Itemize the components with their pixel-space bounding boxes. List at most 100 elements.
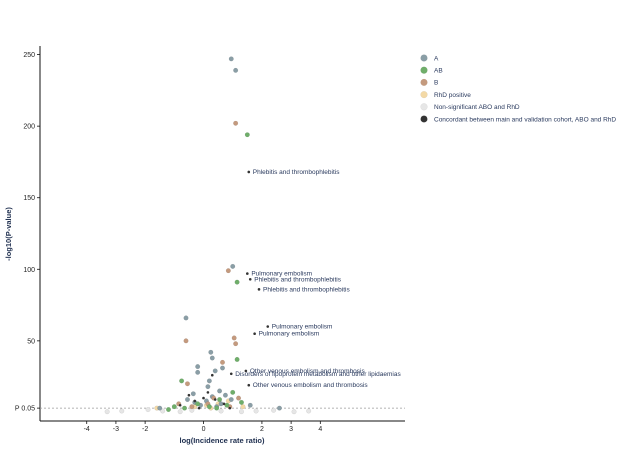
- data-point-a: [195, 369, 201, 375]
- data-point-ab: [165, 407, 171, 413]
- data-point-ab: [195, 401, 201, 407]
- data-point-ab: [224, 402, 230, 408]
- data-point-concordant-between-main-and-validation-cohort-abo-and-rhd: [202, 396, 205, 400]
- legend-label: A: [434, 55, 439, 62]
- data-point-concordant-between-main-and-validation-cohort-abo-and-rhd: [247, 383, 251, 387]
- data-point-a: [228, 56, 234, 62]
- data-point-b: [189, 404, 195, 410]
- data-point-ab: [179, 378, 185, 384]
- data-point-concordant-between-main-and-validation-cohort-abo-and-rhd: [193, 399, 197, 403]
- data-point-a: [233, 67, 239, 73]
- data-point-b: [219, 359, 225, 365]
- data-point-b: [183, 338, 189, 344]
- data-point-a: [184, 397, 190, 403]
- data-point-concordant-between-main-and-validation-cohort-abo-and-rhd: [244, 369, 248, 373]
- data-point-a: [206, 378, 212, 384]
- data-point-a: [219, 365, 225, 371]
- data-point-b: [231, 335, 237, 341]
- x-tick-label: -4: [84, 426, 90, 433]
- x-axis-title: log(Incidence rate ratio): [179, 436, 265, 445]
- data-point-non-significant-abo-and-rhd: [253, 408, 259, 414]
- x-tick-label: 0: [202, 426, 206, 433]
- data-point-non-significant-abo-and-rhd: [145, 407, 151, 413]
- point-annotation: Phlebitis and thrombophlebitis: [253, 169, 340, 176]
- legend-swatch: [420, 90, 428, 99]
- data-point-b: [236, 395, 242, 401]
- y-tick-label: P 0.05: [15, 406, 35, 413]
- data-point-b: [233, 341, 239, 347]
- data-point-ab: [230, 389, 236, 395]
- data-point-non-significant-abo-and-rhd: [218, 408, 224, 414]
- data-point-ab: [171, 404, 177, 410]
- data-point-concordant-between-main-and-validation-cohort-abo-and-rhd: [253, 332, 256, 335]
- data-point-a: [217, 388, 223, 394]
- data-points: [104, 56, 312, 415]
- y-ticks: P 0.05 50 100 150 200 250: [15, 52, 40, 413]
- y-tick-label: 100: [23, 267, 35, 274]
- data-point-ab: [234, 279, 240, 285]
- data-point-rhd-positive: [240, 404, 246, 410]
- point-annotation: Pulmonary embolism: [251, 271, 312, 278]
- legend-label: Non-significant ABO and RhD: [434, 104, 520, 111]
- data-point-concordant-between-main-and-validation-cohort-abo-and-rhd: [246, 272, 249, 275]
- legend-swatch: [420, 54, 428, 62]
- data-point-ab: [234, 356, 240, 362]
- data-point-ab: [238, 399, 244, 405]
- data-point-ab: [214, 405, 220, 411]
- legend-swatch: [420, 115, 428, 123]
- data-point-concordant-between-main-and-validation-cohort-abo-and-rhd: [210, 373, 214, 377]
- data-point-concordant-between-main-and-validation-cohort-abo-and-rhd: [178, 403, 182, 407]
- point-annotation: Pulmonary embolism: [259, 331, 320, 338]
- data-point-a: [276, 405, 282, 411]
- point-annotation: Other venous embolism and thrombosis: [253, 382, 369, 389]
- data-point-a: [205, 384, 211, 390]
- data-point-non-significant-abo-and-rhd: [119, 408, 125, 414]
- data-point-a: [212, 368, 218, 374]
- data-point-b: [233, 120, 239, 126]
- legend-label: Concordant between main and validation c…: [434, 116, 616, 123]
- data-point-a: [209, 355, 215, 361]
- legend: A AB B RhD positive Non-significant ABO and …: [420, 54, 616, 123]
- data-point-non-significant-abo-and-rhd: [104, 409, 110, 415]
- data-point-a: [218, 401, 224, 407]
- y-axis-title: -log10(P-value): [4, 207, 13, 261]
- data-point-concordant-between-main-and-validation-cohort-abo-and-rhd: [213, 398, 217, 401]
- data-point-non-significant-abo-and-rhd: [291, 409, 297, 415]
- x-tick-label: -3: [113, 426, 119, 433]
- legend-swatch: [420, 66, 428, 74]
- point-annotation: Pulmonary embolism: [272, 324, 333, 331]
- data-point-a: [247, 402, 253, 408]
- point-annotation: Phlebitis and thrombophlebitis: [263, 286, 350, 293]
- data-point-b: [184, 381, 190, 387]
- data-point-a: [222, 392, 228, 398]
- data-point-non-significant-abo-and-rhd: [306, 408, 312, 414]
- y-tick-label: 50: [27, 338, 35, 345]
- data-point-ab: [217, 397, 223, 403]
- data-point-concordant-between-main-and-validation-cohort-abo-and-rhd: [247, 170, 251, 174]
- data-point-non-significant-abo-and-rhd: [238, 409, 244, 415]
- legend-label: B: [434, 80, 438, 87]
- data-point-concordant-between-main-and-validation-cohort-abo-and-rhd: [257, 288, 261, 291]
- data-point-concordant-between-main-and-validation-cohort-abo-and-rhd: [229, 372, 233, 376]
- point-annotation: Phlebitis and thrombophlebitis: [254, 276, 341, 283]
- y-tick-label: 250: [23, 52, 35, 59]
- y-tick-label: 150: [23, 195, 35, 202]
- data-point-a: [157, 405, 163, 411]
- point-annotation: Disorders of lipoprotein metabolism and …: [235, 371, 401, 378]
- data-point-concordant-between-main-and-validation-cohort-abo-and-rhd: [248, 278, 252, 281]
- x-tick-label: -2: [142, 426, 148, 433]
- data-point-non-significant-abo-and-rhd: [271, 407, 277, 413]
- y-tick-label: 200: [23, 124, 35, 131]
- x-tick-label: 3: [289, 426, 293, 433]
- data-point-ab: [182, 405, 188, 411]
- legend-swatch: [420, 78, 428, 87]
- data-point-concordant-between-main-and-validation-cohort-abo-and-rhd: [206, 391, 210, 394]
- x-ticks: -4 -3 -2 0 2 3 4: [84, 421, 322, 433]
- data-point-a: [228, 397, 234, 403]
- data-point-b: [225, 268, 231, 274]
- data-point-a: [183, 315, 189, 321]
- data-point-concordant-between-main-and-validation-cohort-abo-and-rhd: [197, 406, 201, 410]
- data-point-non-significant-abo-and-rhd: [160, 408, 166, 414]
- legend-swatch: [420, 103, 428, 111]
